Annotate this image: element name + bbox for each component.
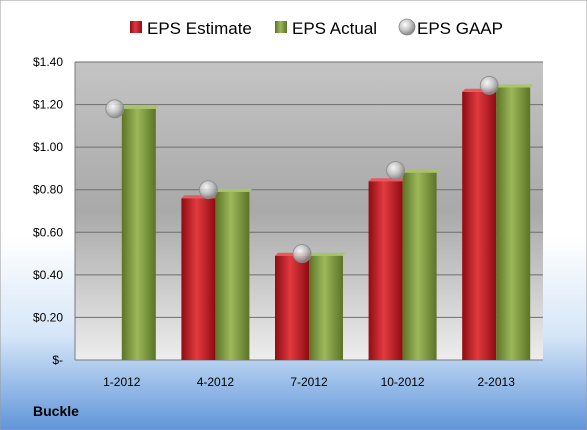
bar-eps-actual xyxy=(402,172,437,360)
legend-swatch xyxy=(130,21,142,33)
y-tick-label: $0.20 xyxy=(33,310,63,324)
bar-eps-actual xyxy=(121,108,156,360)
marker-eps-gaap xyxy=(292,244,312,263)
bar-top xyxy=(215,188,253,192)
y-axis-ticks: $- $0.20 $0.40 $0.60 $0.80 $1.00 $1.20 $1.40 xyxy=(33,55,63,367)
x-tick-label: 2-2013 xyxy=(478,375,516,389)
y-tick-label: $- xyxy=(52,353,63,367)
bar-top xyxy=(402,169,440,173)
bar-eps-estimate xyxy=(368,181,403,360)
company-label: Buckle xyxy=(33,403,79,419)
legend-label: EPS Estimate xyxy=(147,19,252,38)
x-tick-label: 4-2012 xyxy=(197,375,235,389)
x-tick-label: 7-2012 xyxy=(290,375,328,389)
y-tick-label: $1.40 xyxy=(33,55,63,69)
bar-eps-actual xyxy=(309,255,343,360)
marker-eps-gaap xyxy=(198,180,218,200)
x-tick-label: 1-2012 xyxy=(103,375,141,389)
bar-top xyxy=(309,252,346,256)
bars xyxy=(121,84,534,361)
y-tick-label: $0.40 xyxy=(33,268,63,282)
marker-eps-gaap xyxy=(105,99,125,119)
y-tick-label: $1.20 xyxy=(33,98,63,112)
bar-eps-actual xyxy=(215,191,250,360)
legend-swatch xyxy=(398,18,416,36)
x-axis-ticks: 1-2012 4-2012 7-2012 10-2012 2-2013 xyxy=(103,375,515,389)
legend-label: EPS GAAP xyxy=(417,19,503,38)
bar-eps-estimate xyxy=(275,255,309,360)
gaap-markers xyxy=(105,76,499,263)
legend-label: EPS Actual xyxy=(292,19,377,38)
bar-eps-estimate xyxy=(181,198,216,360)
y-tick-label: $0.60 xyxy=(33,225,63,239)
legend: EPS Estimate EPS Actual EPS GAAP xyxy=(130,18,503,38)
bar-eps-estimate xyxy=(462,91,497,361)
y-tick-label: $0.80 xyxy=(33,183,63,197)
bar-eps-actual xyxy=(496,87,531,361)
y-tick-label: $1.00 xyxy=(33,140,63,154)
marker-eps-gaap xyxy=(386,161,406,180)
legend-swatch xyxy=(275,21,287,33)
bar-top xyxy=(496,84,534,88)
x-tick-label: 10-2012 xyxy=(381,375,425,389)
marker-eps-gaap xyxy=(479,76,499,95)
bar-top xyxy=(121,105,159,109)
